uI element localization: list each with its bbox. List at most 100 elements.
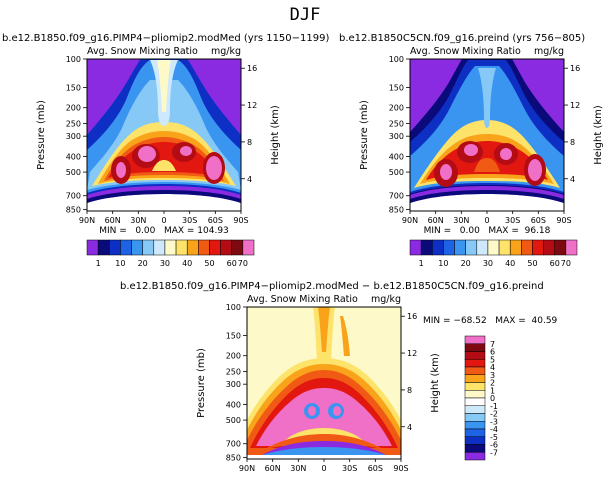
x-tick-label: 90S [233, 216, 248, 225]
colorbar-box [464, 359, 486, 368]
x-axis-panel-a: 90N 60N 30N 0 30S 60S 90S [79, 211, 249, 225]
colorbar-label: 4 [490, 363, 495, 372]
y-tick-label: 700 [226, 440, 241, 449]
colorbar-label: 2 [490, 379, 495, 388]
colorbar-label: 50 [204, 259, 214, 268]
y-axis-label-diff: Pressure (mb) [196, 348, 207, 418]
colorbar-label: -7 [490, 448, 498, 457]
colorbar-box [464, 444, 486, 453]
colorbar-box [565, 239, 578, 256]
colorbar-box [142, 239, 155, 256]
panel-title-diff: b.e12.B1850.f09_g16.PIMP4−pliomip2.modMe… [120, 281, 544, 292]
colorbar-box [175, 239, 188, 256]
colorbar-box [409, 239, 422, 256]
x-tick-label: 60N [265, 464, 281, 473]
y2-tick-label: 4 [407, 423, 412, 432]
y-tick-label: 400 [66, 152, 81, 161]
colorbar-label: 50 [527, 259, 537, 268]
y-tick-label: 100 [389, 55, 404, 64]
colorbar-box [186, 239, 199, 256]
colorbar-box [464, 413, 486, 422]
colorbar-label: 70 [238, 259, 248, 268]
colorbar-box [231, 239, 244, 256]
y-tick-label: 100 [226, 303, 241, 312]
y2-tick-label: 16 [570, 64, 580, 73]
x-tick-label: 30N [290, 464, 306, 473]
units-label-left: mg/kg [211, 46, 241, 57]
colorbar-box [131, 239, 143, 256]
y2-axis-label-diff: Height (km) [430, 353, 441, 413]
y2-tick-label: 8 [247, 138, 252, 147]
y2-tick-label: 12 [407, 349, 417, 358]
colorbar-label: -2 [490, 410, 498, 419]
x-tick-label: 60S [208, 216, 223, 225]
colorbar-label: -3 [490, 417, 498, 426]
panel-top-right: b.e12.B1850C5CN.f09_g16.preind (yrs 756−… [339, 33, 604, 268]
colorbar-label: 40 [505, 259, 515, 268]
colorbar-label: 7 [490, 340, 495, 349]
y-tick-label: 300 [226, 380, 241, 389]
colorbar-label: 30 [483, 259, 493, 268]
colorbar-label: 60 [550, 259, 560, 268]
x-tick-label: 0 [161, 216, 166, 225]
colorbar-box [464, 397, 486, 406]
x-tick-label: 90N [239, 464, 255, 473]
colorbar-label: 70 [561, 259, 571, 268]
y-tick-label: 300 [66, 132, 81, 141]
y2-tick-label: 12 [570, 101, 580, 110]
colorbar-box [464, 405, 486, 414]
x-axis-panel-b: 90N 60N 30N 0 30S 60S 90S [402, 211, 572, 225]
colorbar-box [464, 390, 486, 399]
y-axis-label-left: Pressure (mb) [36, 100, 47, 170]
y-tick-label: 700 [66, 192, 81, 201]
colorbar-box [109, 239, 121, 256]
colorbar-box [420, 239, 433, 256]
y-tick-label: 150 [226, 331, 241, 340]
colorbar-label: 30 [160, 259, 170, 268]
colorbar-box [464, 452, 486, 461]
panel-title-right: b.e12.B1850C5CN.f09_g16.preind (yrs 756−… [339, 33, 585, 44]
y-tick-label: 500 [66, 168, 81, 177]
y-tick-label: 250 [389, 119, 404, 128]
colorbar-label: -6 [490, 441, 498, 450]
y-tick-label: 150 [66, 83, 81, 92]
x-tick-label: 30S [182, 216, 197, 225]
x-tick-label: 60N [105, 216, 121, 225]
units-label-diff: mg/kg [371, 294, 401, 305]
colorbar-label: -4 [490, 425, 498, 434]
colorbar-box [464, 351, 486, 360]
x-tick-label: 90S [556, 216, 571, 225]
colorbar-box [97, 239, 110, 256]
y-tick-label: 200 [226, 352, 241, 361]
stats-label-right: MIN = 0.00 MAX = 96.18 [424, 226, 551, 236]
y-axis-label-right: Pressure (mb) [359, 100, 370, 170]
colorbar-label: 40 [182, 259, 192, 268]
colorbar-box [220, 239, 232, 256]
colorbar-box [164, 239, 177, 256]
colorbar-box [464, 335, 486, 344]
colorbar-label: 10 [438, 259, 448, 268]
colorbar-box [464, 428, 486, 437]
y2-tick-label: 12 [247, 101, 257, 110]
colorbar-box [198, 239, 210, 256]
colorbar-label: 60 [227, 259, 237, 268]
x-tick-label: 60S [368, 464, 383, 473]
colorbar-box [465, 239, 478, 256]
colorbar-box [464, 421, 486, 430]
x-tick-label: 30S [342, 464, 357, 473]
colorbar-label: 5 [490, 355, 495, 364]
y-tick-label: 850 [226, 453, 241, 462]
y-axis-left-panel-c: 100 150 200 250 300 400 500 700 850 [226, 303, 247, 462]
variable-label-diff: Avg. Snow Mixing Ratio [247, 294, 358, 305]
y-tick-label: 200 [66, 104, 81, 113]
colorbar-box [454, 239, 466, 256]
colorbar-right: 1 10 20 30 40 50 60 70 [409, 239, 578, 268]
colorbar-box [242, 239, 255, 256]
y-axis-right-panel-b: 16 12 8 4 [564, 64, 580, 184]
colorbar-box [476, 239, 489, 256]
colorbar-box [443, 239, 455, 256]
x-axis-panel-c: 90N 60N 30N 0 30S 60S 90S [239, 459, 409, 473]
x-tick-label: 90N [79, 216, 95, 225]
